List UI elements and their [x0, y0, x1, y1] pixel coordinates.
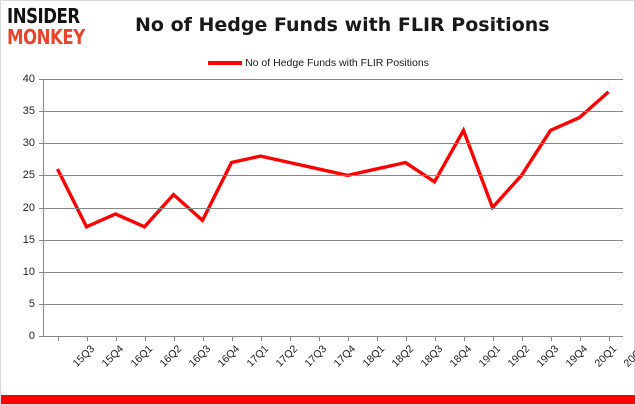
gridline	[43, 239, 623, 241]
y-tick-label: 20	[22, 201, 35, 214]
logo-text-insider: INSIDER	[7, 3, 80, 28]
y-axis-labels: 0 5 10 15 20 25 30 35 40	[1, 73, 39, 349]
page-title: No of Hedge Funds with FLIR Positions	[135, 14, 550, 36]
x-axis-labels: 15Q3 15Q4 16Q1 16Q2 16Q3 16Q4 17Q1 17Q2 17Q3 17Q4…	[43, 343, 635, 403]
x-tick-label: 18Q3	[418, 343, 445, 370]
legend-label: No of Hedge Funds with FLIR Positions	[245, 57, 429, 69]
x-tick-mark	[57, 336, 59, 341]
x-tick-mark	[521, 336, 523, 341]
x-tick-mark	[608, 336, 610, 341]
x-tick-label: 16Q2	[157, 343, 184, 370]
plot-wrapper: 0 5 10 15 20 25 30 35 40 15Q3 15Q4 16Q1 16Q2 16Q3 16Q…	[1, 73, 635, 370]
x-tick-mark	[376, 336, 378, 341]
gridline	[43, 143, 623, 145]
gridline	[43, 79, 623, 80]
y-tick-mark	[39, 143, 43, 145]
x-tick-label: 19Q3	[534, 343, 561, 370]
x-tick-mark	[289, 336, 291, 341]
x-tick-mark	[115, 336, 117, 341]
series-line	[55, 90, 610, 229]
x-tick-label: 17Q3	[302, 343, 329, 370]
gridline	[43, 175, 623, 177]
y-tick-mark	[39, 207, 43, 209]
x-tick-label: 18Q1	[360, 343, 387, 370]
y-tick-label: 30	[22, 137, 35, 150]
x-tick-mark	[550, 336, 552, 341]
x-tick-mark	[173, 336, 175, 341]
x-tick-label: 16Q1	[128, 343, 155, 370]
x-tick-label: 20Q2	[621, 343, 635, 370]
x-tick-label: 18Q2	[389, 343, 416, 370]
x-tick-mark	[463, 336, 465, 341]
x-tick-label: 18Q4	[447, 343, 474, 370]
gridline	[43, 111, 623, 113]
x-tick-mark	[405, 336, 407, 341]
x-tick-label: 15Q3	[70, 343, 97, 370]
y-tick-label: 25	[22, 169, 35, 182]
insider-monkey-logo: INSIDER MONKEY	[7, 6, 119, 47]
y-tick-mark	[39, 303, 43, 305]
x-tick-label: 19Q4	[563, 343, 590, 370]
x-axis-ticks	[43, 336, 623, 342]
x-tick-mark	[144, 336, 146, 341]
chart-legend: No of Hedge Funds with FLIR Positions	[1, 57, 635, 69]
x-tick-label: 17Q4	[331, 343, 358, 370]
y-tick-label: 15	[22, 233, 35, 246]
x-tick-mark	[492, 336, 494, 341]
x-tick-label: 16Q3	[186, 343, 213, 370]
gridline	[43, 271, 623, 273]
gridline	[43, 336, 623, 337]
x-tick-label: 20Q1	[592, 343, 619, 370]
y-tick-mark	[39, 111, 43, 113]
y-tick-label: 35	[22, 105, 35, 118]
x-tick-label: 17Q1	[244, 343, 271, 370]
page-header: INSIDER MONKEY No of Hedge Funds with FL…	[1, 1, 635, 49]
x-tick-label: 17Q2	[273, 343, 300, 370]
gridline	[43, 207, 623, 209]
x-tick-mark	[318, 336, 320, 341]
y-tick-label: 40	[22, 73, 35, 85]
y-tick-mark	[39, 79, 43, 80]
x-tick-mark	[260, 336, 262, 341]
x-tick-label: 19Q2	[505, 343, 532, 370]
x-tick-label: 16Q4	[215, 343, 242, 370]
bottom-accent-bar	[1, 395, 635, 404]
x-tick-label: 19Q1	[476, 343, 503, 370]
x-tick-mark	[202, 336, 204, 341]
y-tick-mark	[39, 175, 43, 177]
logo-text-monkey: MONKEY	[7, 24, 85, 49]
x-tick-mark	[86, 336, 88, 341]
y-tick-label: 0	[28, 330, 35, 342]
x-tick-mark	[347, 336, 349, 341]
data-line-series	[55, 90, 610, 229]
y-tick-label: 10	[22, 265, 35, 278]
legend-color-swatch	[208, 61, 243, 65]
y-tick-mark	[39, 271, 43, 273]
x-tick-label: 15Q4	[99, 343, 126, 370]
x-tick-mark	[231, 336, 233, 341]
plot-area	[39, 79, 623, 337]
y-tick-mark	[39, 336, 43, 337]
gridline	[43, 303, 623, 305]
y-tick-mark	[39, 239, 43, 241]
x-tick-mark	[434, 336, 436, 341]
y-tick-label: 5	[28, 297, 35, 310]
x-tick-mark	[579, 336, 581, 341]
